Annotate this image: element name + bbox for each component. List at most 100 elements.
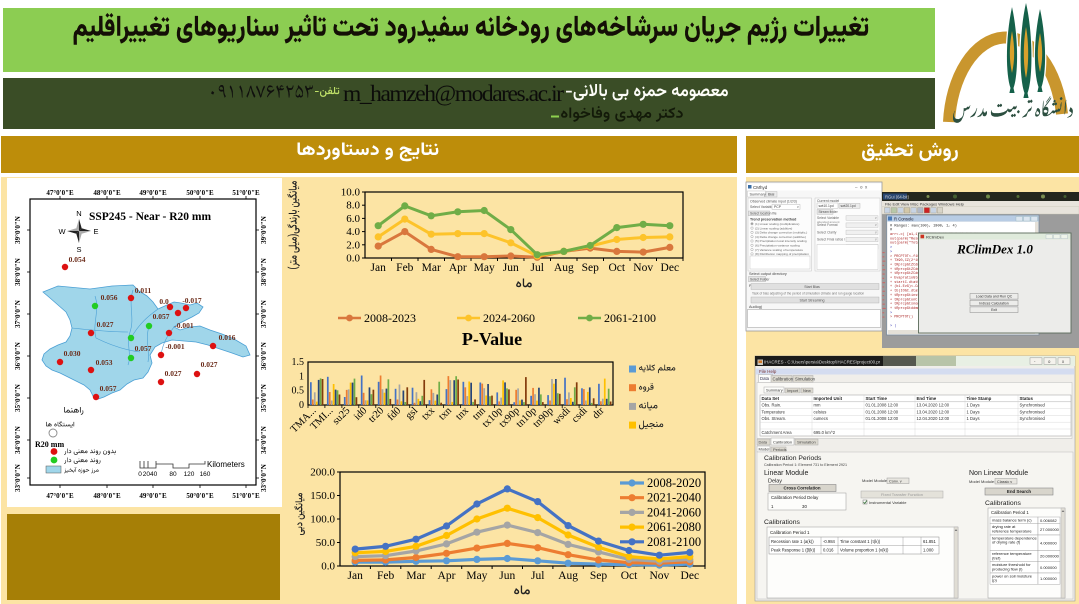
svg-text:Instrumental Variable: Instrumental Variable [869, 500, 907, 505]
svg-text:N: N [76, 209, 81, 218]
svg-text:-0.001: -0.001 [165, 342, 185, 351]
svg-text:0.0: 0.0 [159, 297, 169, 306]
svg-text:34°0'0"N: 34°0'0"N [260, 426, 268, 454]
svg-text:0.016: 0.016 [219, 333, 236, 342]
svg-text:Select location file: Select location file [750, 212, 777, 216]
svg-text:v: v [875, 223, 877, 227]
svg-text:x: x [1062, 359, 1065, 364]
svg-text:51°0'0"E: 51°0'0"E [232, 189, 260, 197]
svg-text:Load Data and Run QC: Load Data and Run QC [976, 295, 1013, 299]
svg-text:50.0: 50.0 [316, 537, 336, 549]
svg-text:0.056: 0.056 [101, 293, 118, 302]
svg-text:Kilometers: Kilometers [207, 460, 245, 469]
svg-text:+ TX90,CZ(2*10^6): + TX90,CZ(2*10^6) [890, 258, 926, 263]
svg-text:Jun: Jun [499, 570, 515, 582]
svg-text:Model: Model [759, 447, 770, 452]
svg-text:35°0'0"N: 35°0'0"N [260, 384, 268, 412]
svg-text:Nov: Nov [649, 570, 669, 582]
svg-text:Start Bias: Start Bias [804, 285, 820, 289]
svg-text:0.5: 0.5 [292, 386, 305, 397]
svg-text:Simulation: Simulation [795, 377, 816, 382]
svg-text:(p): (p) [992, 578, 998, 583]
svg-text:of drying rate (f): of drying rate (f) [992, 540, 1021, 545]
svg-text:1 Days: 1 Days [967, 416, 980, 421]
svg-text:61.851: 61.851 [923, 539, 936, 544]
svg-text:36°0'0"N: 36°0'0"N [260, 342, 268, 370]
svg-text:01.01.2008 12:00: 01.01.2008 12:00 [866, 416, 899, 421]
svg-text:Dec: Dec [681, 570, 700, 582]
svg-text:(tref): (tref) [992, 555, 1001, 560]
svg-text:v: v [875, 238, 877, 242]
svg-text:2061-2100: 2061-2100 [604, 311, 656, 325]
svg-text:1 Days: 1 Days [967, 409, 980, 414]
svg-text:Mar: Mar [406, 570, 425, 582]
svg-text:Peak Response 1 (β(k)): Peak Response 1 (β(k)) [771, 548, 816, 553]
svg-text:May: May [466, 570, 487, 582]
svg-text:38°0'0"N: 38°0'0"N [14, 258, 22, 286]
svg-text:Summary: Summary [750, 192, 766, 196]
svg-text:mass balance term (c): mass balance term (c) [992, 517, 1032, 522]
svg-text:(6) Precipitation variance sca: (6) Precipitation variance scaling [755, 244, 800, 248]
svg-text:Feb: Feb [396, 262, 414, 274]
svg-text:mm: mm [814, 403, 821, 408]
svg-text:20.000000: 20.000000 [1040, 554, 1060, 559]
svg-text:0.000000: 0.000000 [1040, 565, 1057, 570]
svg-text:0.027: 0.027 [201, 360, 218, 369]
svg-text:reference temperature: reference temperature [992, 551, 1032, 556]
svg-text:Current model: Current model [817, 199, 839, 203]
svg-text:-: - [1034, 359, 1036, 364]
svg-text:(7) Variance scaling of temper: (7) Variance scaling of temperature [755, 248, 803, 252]
svg-text:Time constant 1 (τ(k)): Time constant 1 (τ(k)) [840, 539, 881, 544]
svg-text:2.0: 2.0 [346, 239, 360, 251]
svg-text:Data: Data [760, 376, 770, 381]
svg-text:Model Module:: Model Module: [969, 479, 995, 484]
svg-text:– o x: – o x [855, 185, 868, 190]
svg-text:Volume proportion 1 (ν(k)): Volume proportion 1 (ν(k)) [840, 548, 889, 553]
svg-text:48°0'0"E: 48°0'0"E [93, 492, 121, 500]
svg-text:Mar: Mar [422, 262, 441, 274]
svg-text:2041-2060: 2041-2060 [647, 505, 701, 519]
svg-text:moisture threshold for: moisture threshold for [992, 562, 1031, 567]
svg-text:v: v [875, 230, 877, 234]
svg-text:Calibration Period 1: Calibration Period 1 [991, 510, 1029, 515]
svg-text:Oct: Oct [608, 262, 625, 274]
svg-text:Jul: Jul [531, 570, 544, 582]
svg-text:Conv. v: Conv. v [889, 479, 902, 483]
svg-text:0.053: 0.053 [96, 358, 113, 367]
svg-text:P-Value: P-Value [462, 329, 522, 349]
svg-text:Apr: Apr [438, 570, 456, 582]
svg-text:1.000000: 1.000000 [1040, 576, 1057, 581]
svg-text:IHACRES - C:\Users\persia\Desk: IHACRES - C:\Users\persia\Desktop\IHACRE… [764, 359, 881, 364]
svg-text:Status: Status [1020, 396, 1034, 401]
svg-text:Catchment Area: Catchment Area [762, 430, 793, 435]
svg-text:Aug: Aug [558, 570, 578, 582]
svg-text:120: 120 [184, 471, 195, 478]
svg-text:30: 30 [802, 504, 807, 509]
svg-text:0.057: 0.057 [153, 312, 170, 321]
svg-text:Linear Module: Linear Module [764, 470, 808, 477]
svg-text:Model Module:: Model Module: [862, 478, 888, 483]
svg-text:Sep: Sep [582, 262, 600, 274]
svg-text:Select Variable: Select Variable [817, 216, 839, 220]
svg-text:37°0'0"N: 37°0'0"N [260, 300, 268, 328]
svg-text:-0.984: -0.984 [823, 539, 836, 544]
svg-text:(8) Distribution mapping of pr: (8) Distribution mapping of precipitatio… [755, 252, 809, 256]
svg-text:Non Linear Module: Non Linear Module [969, 470, 1028, 477]
svg-text:> |: > | [890, 323, 896, 328]
svg-text:>: > [890, 249, 892, 254]
svg-text:File Edit View Misc Packag: File Edit View Misc Packages Windows Hel… [885, 201, 965, 206]
svg-text:38°0'0"N: 38°0'0"N [260, 258, 268, 286]
svg-text:(1) Linear scaling (multiplica: (1) Linear scaling (multiplicative) [755, 222, 799, 226]
svg-text:51°0'0"E: 51°0'0"E [232, 492, 260, 500]
svg-text:v: v [875, 216, 877, 220]
svg-text:Start Streaming: Start Streaming [800, 299, 825, 303]
svg-text:2061-2080: 2061-2080 [647, 520, 701, 534]
svg-text:100.0: 100.0 [310, 514, 335, 526]
svg-text:1.5: 1.5 [292, 357, 305, 368]
svg-text:Calibration Period 1: Calibration Period 1 [770, 530, 810, 535]
svg-text:RClimDex 1.0: RClimDex 1.0 [956, 242, 1033, 257]
svg-text:Fixed Transfer Function: Fixed Transfer Function [881, 492, 923, 497]
svg-text:37°0'0"N: 37°0'0"N [14, 300, 22, 328]
svg-text:PCP: PCP [774, 205, 782, 209]
svg-text:36°0'0"N: 36°0'0"N [14, 342, 22, 370]
